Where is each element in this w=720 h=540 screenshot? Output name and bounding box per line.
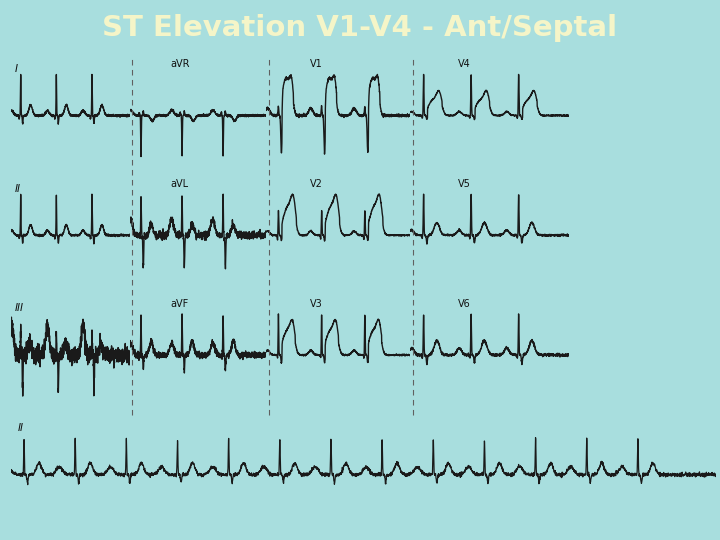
- Text: ST Elevation V1-V4 - Ant/Septal: ST Elevation V1-V4 - Ant/Septal: [102, 14, 618, 42]
- Text: V1: V1: [310, 59, 323, 69]
- Text: aVL: aVL: [171, 179, 189, 189]
- Text: I: I: [14, 64, 17, 74]
- Text: II: II: [18, 423, 24, 433]
- Text: aVR: aVR: [171, 59, 190, 69]
- Text: V5: V5: [458, 179, 471, 189]
- Text: III: III: [14, 303, 23, 314]
- Text: II: II: [14, 184, 20, 194]
- Text: V2: V2: [310, 179, 323, 189]
- Text: V6: V6: [458, 299, 471, 309]
- Text: V4: V4: [458, 59, 471, 69]
- Text: aVF: aVF: [171, 299, 189, 309]
- Text: V3: V3: [310, 299, 323, 309]
